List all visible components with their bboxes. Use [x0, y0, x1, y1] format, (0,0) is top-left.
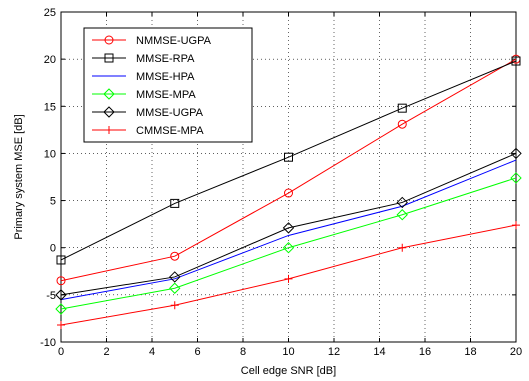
legend-entry: MMSE-UGPA	[92, 106, 204, 119]
x-tick-label: 18	[464, 346, 476, 358]
legend-entry: NMMSE-UGPA	[92, 35, 212, 47]
legend-label: MMSE-HPA	[136, 71, 195, 83]
legend-entry: CMMSE-MPA	[92, 125, 204, 137]
y-tick-label: -10	[40, 337, 56, 349]
data-point	[169, 271, 181, 283]
series-line	[60, 60, 517, 261]
y-tick-label: -5	[46, 290, 56, 302]
data-point	[105, 126, 113, 134]
y-tick-label: 20	[44, 54, 56, 66]
data-point	[56, 255, 66, 265]
legend-label: CMMSE-MPA	[136, 125, 204, 137]
legend-entry: MMSE-MPA	[92, 88, 196, 101]
data-point	[169, 282, 181, 294]
series-mmse-rpa	[56, 56, 521, 265]
data-point	[104, 53, 114, 63]
y-tick-label: 0	[50, 243, 56, 255]
series-mmse-mpa	[55, 172, 522, 315]
y-tick-label: 25	[44, 7, 56, 19]
x-tick-label: 4	[149, 346, 155, 358]
x-tick-label: 16	[419, 346, 431, 358]
series-line	[60, 159, 517, 301]
y-tick-label: 15	[44, 101, 56, 113]
data-point	[284, 152, 293, 162]
y-tick-label: 10	[44, 148, 56, 160]
data-point	[397, 119, 407, 129]
data-point	[398, 243, 407, 252]
data-point	[282, 222, 295, 234]
x-tick-label: 20	[510, 346, 522, 358]
series-line	[60, 177, 517, 310]
series-mmse-hpa	[60, 159, 517, 301]
data-point	[57, 321, 65, 330]
data-point	[510, 147, 522, 160]
legend-entry: MMSE-RPA	[92, 53, 195, 65]
x-tick-label: 8	[240, 346, 246, 358]
x-axis-title: Cell edge SNR [dB]	[241, 365, 336, 377]
x-tick-label: 14	[373, 346, 385, 358]
series-cmmse-mpa	[57, 221, 520, 330]
x-tick-label: 6	[194, 346, 200, 358]
series-layer	[55, 54, 522, 330]
series-line	[60, 152, 517, 296]
data-point	[284, 188, 293, 198]
data-point	[511, 56, 521, 66]
data-point	[170, 251, 180, 261]
data-point	[170, 198, 180, 208]
x-tick-label: 10	[282, 346, 294, 358]
legend-entry: MMSE-HPA	[92, 71, 195, 83]
legend-box	[83, 27, 253, 143]
data-point	[284, 274, 293, 283]
series-nmmse-ugpa	[56, 54, 521, 286]
data-point	[56, 276, 66, 286]
legend-label: MMSE-MPA	[136, 89, 196, 101]
data-point	[512, 221, 520, 230]
data-point	[103, 88, 115, 100]
data-point	[282, 242, 295, 254]
data-point	[510, 172, 522, 184]
axes: 0 2 4 6 8 10 12 14 16 18 20 -10 -5 0 5 10 15 20 25	[40, 7, 522, 358]
x-tick-label: 12	[328, 346, 340, 358]
legend-label: MMSE-UGPA	[136, 107, 204, 119]
data-point	[397, 103, 407, 113]
data-point	[103, 106, 115, 118]
data-point	[396, 196, 408, 209]
y-tick-label: 5	[50, 196, 56, 208]
series-line	[60, 58, 517, 282]
data-point	[104, 35, 114, 45]
legend-label: NMMSE-UGPA	[136, 35, 212, 47]
data-point	[396, 209, 408, 221]
data-point	[55, 289, 67, 301]
legend-label: MMSE-RPA	[136, 53, 195, 65]
legend: NMMSE-UGPA MMSE-RPA MMSE-HPA MMSE-MPA MMSE-U…	[83, 27, 253, 143]
series-mmse-ugpa	[55, 147, 522, 301]
x-tick-label: 2	[103, 346, 109, 358]
y-axis-title: Primary system MSE [dB]	[13, 114, 25, 239]
data-point	[170, 301, 179, 310]
x-tick-label: 0	[58, 346, 64, 358]
data-point	[55, 303, 67, 315]
